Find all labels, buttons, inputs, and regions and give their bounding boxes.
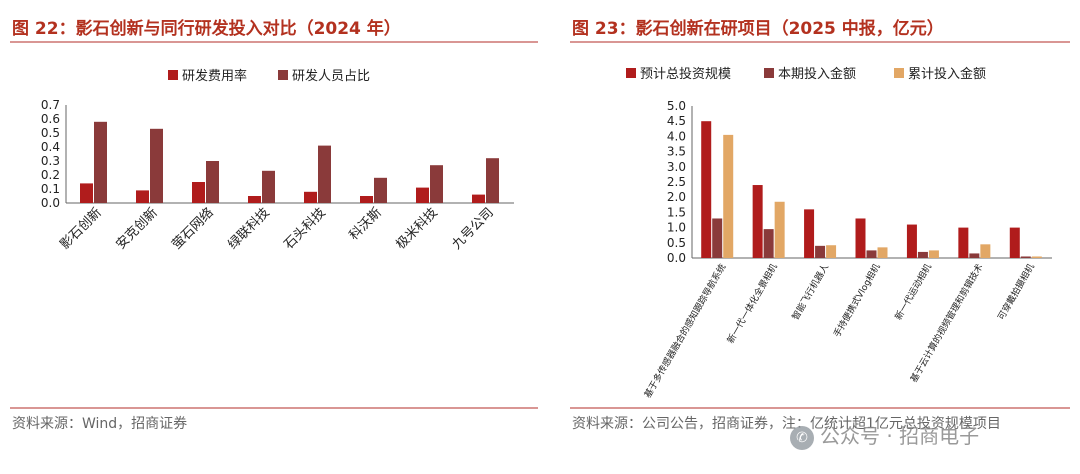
x-category-label: 智能飞行机器人 <box>789 262 831 323</box>
bar-2-3 <box>206 161 219 203</box>
watermark: ✆ 公众号 · 招商电子 <box>790 420 979 450</box>
y-tick-label: 4.5 <box>667 114 686 128</box>
y-tick-label: 0.2 <box>41 168 60 182</box>
bar-1-4 <box>855 218 866 258</box>
bar-1-7 <box>1009 227 1020 258</box>
bar-1-3 <box>804 209 815 258</box>
legend-swatch-1 <box>626 68 636 78</box>
bar-2-6 <box>374 177 387 203</box>
legend-label-2: 本期投入金额 <box>778 66 856 82</box>
bar-3-4 <box>877 247 888 258</box>
y-tick-label: 0.5 <box>667 236 686 250</box>
left-chart-title: 图 22：影石创新与同行研发投入对比（2024 年） <box>12 19 401 39</box>
legend-label-1: 研发费用率 <box>182 68 247 84</box>
bar-3-5 <box>928 250 939 258</box>
x-category-label: 基于多传感器融合的感知跟踪导航系统 <box>641 262 728 401</box>
bar-3-6 <box>980 244 991 258</box>
bar-2-4 <box>866 250 877 258</box>
y-tick-label: 3.0 <box>667 160 686 174</box>
legend-swatch-2 <box>764 68 774 78</box>
bar-2-8 <box>486 158 499 203</box>
x-category-label: 影石创新 <box>57 205 105 253</box>
y-tick-label: 1.0 <box>667 221 686 235</box>
legend-label-3: 累计投入金额 <box>908 66 986 82</box>
right-chart-title: 图 23：影石创新在研项目（2025 中报，亿元） <box>572 19 944 39</box>
x-category-label: 可穿戴拍摄相机 <box>995 262 1037 323</box>
bar-1-7 <box>416 187 429 203</box>
right-bottom-rule <box>570 407 1070 409</box>
right-top-rule <box>570 41 1070 43</box>
y-tick-label: 3.5 <box>667 145 686 159</box>
y-tick-label: 2.5 <box>667 175 686 189</box>
x-category-label: 石头科技 <box>281 205 328 252</box>
y-tick-label: 0.7 <box>41 98 60 112</box>
y-tick-label: 4.0 <box>667 129 686 143</box>
bar-3-7 <box>1031 256 1042 258</box>
bar-1-3 <box>192 182 205 203</box>
left-bottom-rule <box>10 407 538 409</box>
wechat-icon: ✆ <box>790 425 814 450</box>
x-category-label: 科沃斯 <box>347 205 385 243</box>
y-tick-label: 0.6 <box>41 112 60 126</box>
bar-1-8 <box>472 194 485 203</box>
bar-2-1 <box>94 121 107 203</box>
x-category-label: 绿联科技 <box>225 205 272 252</box>
bar-1-2 <box>136 190 149 203</box>
x-category-label: 安克创新 <box>113 205 161 253</box>
bar-3-1 <box>723 134 734 258</box>
x-category-label: 新一代一体化全景相机 <box>724 262 779 346</box>
bar-1-6 <box>958 227 969 258</box>
bar-1-6 <box>360 196 373 203</box>
bar-1-1 <box>701 121 712 258</box>
y-tick-label: 0.0 <box>667 251 686 265</box>
left-bar-chart: 研发费用率 研发人员占比 0.00.10.20.30.40.50.60.7 影石创新安… <box>41 68 514 253</box>
bar-2-5 <box>917 251 928 258</box>
y-tick-label: 0.3 <box>41 154 60 168</box>
y-tick-label: 0.4 <box>41 140 60 154</box>
legend-label-2: 研发人员占比 <box>292 68 370 84</box>
right-chart-panel: 图 23：影石创新在研项目（2025 中报，亿元） 预计总投资规模 本期投入金额 累… <box>560 0 1080 474</box>
bar-3-2 <box>774 201 785 258</box>
y-tick-label: 5.0 <box>667 99 686 113</box>
y-tick-label: 0.1 <box>41 182 60 196</box>
right-bar-chart: 预计总投资规模 本期投入金额 累计投入金额 0.00.51.0 1.52.02.53.0… <box>626 66 1052 401</box>
watermark-text: 公众号 · 招商电子 <box>820 424 980 448</box>
legend-label-1: 预计总投资规模 <box>640 66 731 82</box>
x-category-label: 极米科技 <box>393 205 440 252</box>
bar-2-4 <box>262 170 275 203</box>
legend-swatch-1 <box>168 70 178 80</box>
x-category-label: 萤石网络 <box>169 205 217 253</box>
bar-1-1 <box>80 183 93 203</box>
x-category-label: 九号公司 <box>449 205 496 252</box>
legend-swatch-3 <box>894 68 904 78</box>
y-tick-label: 1.5 <box>667 205 686 219</box>
bar-2-5 <box>318 145 331 203</box>
bar-2-6 <box>969 253 980 258</box>
bar-1-5 <box>906 224 917 258</box>
bar-2-7 <box>430 165 443 203</box>
left-top-rule <box>10 41 538 43</box>
bar-1-4 <box>248 196 261 203</box>
x-category-label: 手持便携式Vlog相机 <box>831 262 883 340</box>
left-source-note: 资料来源：Wind，招商证券 <box>12 416 188 432</box>
bar-3-3 <box>826 245 837 258</box>
bar-2-7 <box>1020 256 1031 258</box>
y-tick-label: 0.5 <box>41 126 60 140</box>
legend-swatch-2 <box>278 70 288 80</box>
bar-2-3 <box>815 245 826 258</box>
bar-2-1 <box>712 218 723 258</box>
y-tick-label: 2.0 <box>667 190 686 204</box>
right-source-note: 资料来源：公司公告，招商证券，注：亿统计超1亿元总投资规模项目 <box>572 416 1001 432</box>
bar-1-2 <box>752 185 763 258</box>
y-tick-label: 0.0 <box>41 196 60 210</box>
bar-1-5 <box>304 191 317 203</box>
bar-2-2 <box>763 229 774 258</box>
bar-2-2 <box>150 128 163 203</box>
x-category-label: 新一代运动相机 <box>892 262 934 323</box>
left-chart-panel: 图 22：影石创新与同行研发投入对比（2024 年） 研发费用率 研发人员占比 0.… <box>10 19 538 432</box>
